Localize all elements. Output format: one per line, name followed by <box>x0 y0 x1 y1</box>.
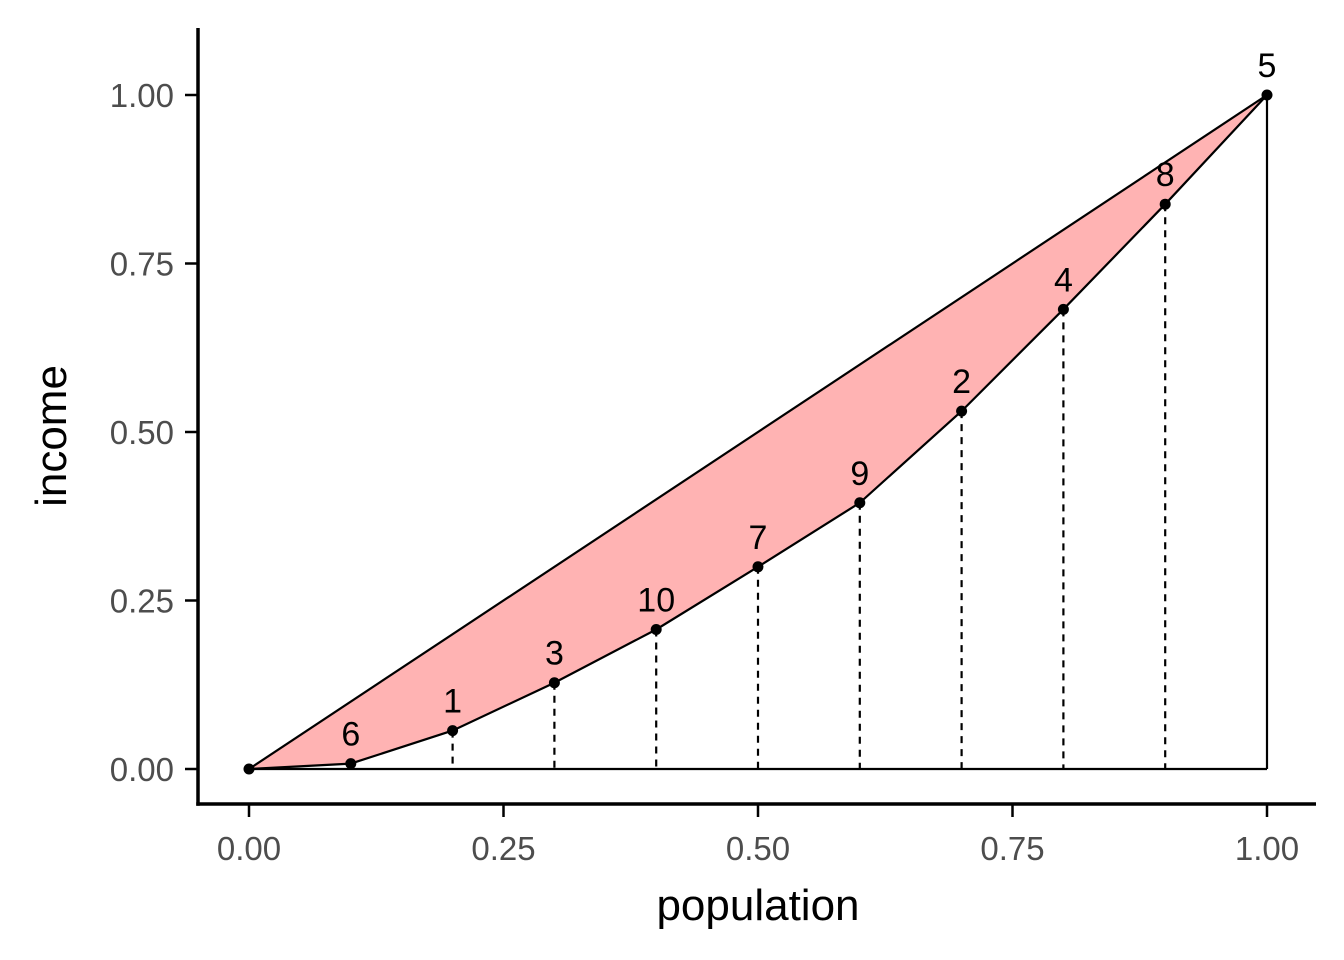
point-label: 10 <box>637 581 675 619</box>
y-tick-label: 0.75 <box>110 246 174 283</box>
axes: 0.00 0.25 0.50 0.75 1.00 0.00 0.25 0.50 0.75 1.0… <box>110 28 1316 867</box>
data-point <box>548 677 560 689</box>
x-tick-label: 0.25 <box>471 830 535 867</box>
point-label: 5 <box>1258 47 1277 85</box>
point-label: 7 <box>749 519 768 557</box>
point-label: 1 <box>443 683 462 721</box>
x-tick-label: 0.75 <box>980 830 1044 867</box>
x-tick-label: 0.50 <box>726 830 790 867</box>
x-axis-ticks: 0.00 0.25 0.50 0.75 1.00 <box>217 804 1299 867</box>
point-label: 2 <box>952 363 971 401</box>
x-tick-label: 1.00 <box>1235 830 1299 867</box>
data-point <box>854 497 866 509</box>
data-point <box>1261 89 1273 101</box>
y-axis-title: income <box>27 365 76 507</box>
data-point <box>1057 303 1069 315</box>
point-label: 6 <box>341 716 360 754</box>
data-point <box>447 725 459 737</box>
point-label: 9 <box>850 455 869 493</box>
data-point <box>650 623 662 635</box>
y-tick-label: 1.00 <box>110 77 174 114</box>
point-label: 3 <box>545 635 564 673</box>
x-axis-title: population <box>656 881 859 930</box>
data-point <box>1159 198 1171 210</box>
y-tick-label: 0.25 <box>110 583 174 620</box>
data-point <box>752 561 764 573</box>
data-point <box>956 405 968 417</box>
y-axis-ticks: 0.00 0.25 0.50 0.75 1.00 <box>110 77 198 788</box>
point-label: 4 <box>1054 261 1073 299</box>
point-label: 8 <box>1156 156 1175 194</box>
x-tick-label: 0.00 <box>217 830 281 867</box>
data-point <box>243 763 255 775</box>
y-tick-label: 0.00 <box>110 751 174 788</box>
equality-line <box>248 94 1268 770</box>
y-tick-label: 0.50 <box>110 414 174 451</box>
data-point <box>345 758 357 770</box>
